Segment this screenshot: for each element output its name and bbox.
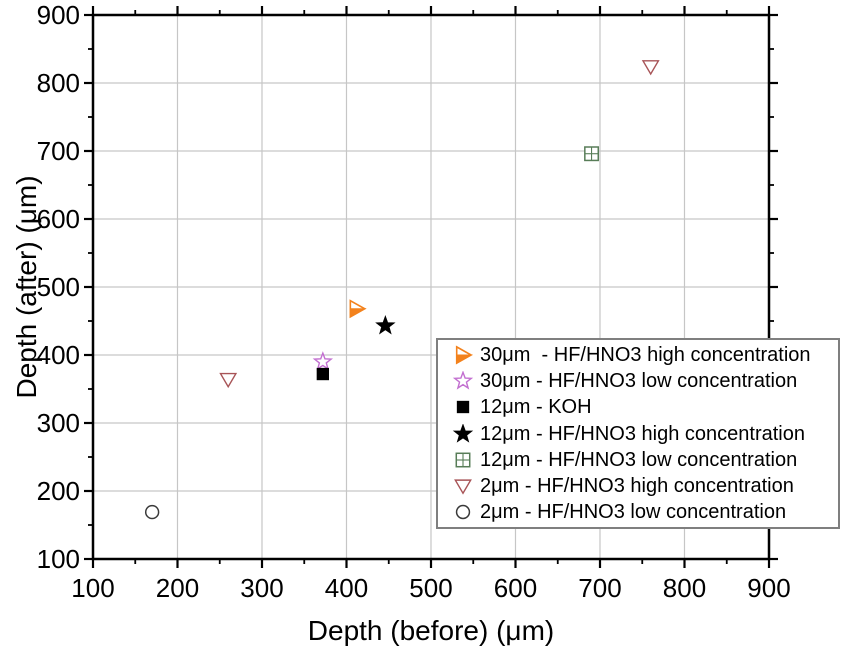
legend-item: 30μm - HF/HNO3 low concentration <box>446 368 834 394</box>
x-tick-label: 600 <box>494 573 537 603</box>
data-point <box>349 299 367 319</box>
legend-marker-svg <box>452 371 474 390</box>
y-tick-label: 400 <box>37 340 80 370</box>
legend-marker-svg <box>456 401 470 414</box>
legend-marker-svg <box>454 479 472 495</box>
legend-marker-svg <box>452 423 474 443</box>
legend-item: 2μm - HF/HNO3 high concentration <box>446 473 834 499</box>
star-open-marker-icon <box>446 371 480 391</box>
data-point <box>375 315 396 335</box>
legend-item-label: 30μm - HF/HNO3 low concentration <box>480 370 798 393</box>
triangle-down-open-marker <box>454 479 472 495</box>
legend-item: 30μm - HF/HNO3 high concentration <box>446 342 834 368</box>
legend-item-label: 12μm - HF/HNO3 high concentration <box>480 422 805 445</box>
x-tick-label: 300 <box>240 573 283 603</box>
triangle-down-open-marker-icon <box>446 476 480 496</box>
data-point <box>219 372 238 389</box>
star-filled-marker <box>452 423 474 443</box>
y-tick-label: 200 <box>37 476 80 506</box>
square-grid-marker-icon <box>446 450 480 470</box>
y-axis-title: Depth (after) (μm) <box>11 175 42 399</box>
star-open-marker <box>452 371 474 390</box>
data-point <box>144 504 160 520</box>
y-tick-label: 900 <box>37 0 80 30</box>
data-point <box>316 367 329 381</box>
y-tick-label: 700 <box>37 136 80 166</box>
x-tick-label: 500 <box>409 573 452 603</box>
data-point <box>312 351 334 371</box>
legend-item: 12μm - HF/HNO3 high concentration <box>446 421 834 447</box>
legend-item-label: 30μm - HF/HNO3 high concentration <box>480 344 811 367</box>
x-tick-label: 200 <box>156 573 199 603</box>
x-tick-label: 400 <box>325 573 368 603</box>
y-tick-label: 600 <box>37 204 80 234</box>
triangle-right-half-marker-icon <box>446 345 480 365</box>
circle-open-marker-icon <box>446 502 480 522</box>
x-tick-label: 800 <box>663 573 706 603</box>
legend-item-label: 2μm - HF/HNO3 low concentration <box>480 500 787 523</box>
square-filled-marker <box>456 401 470 414</box>
y-tick-label: 100 <box>37 544 80 574</box>
x-tick-label: 700 <box>578 573 621 603</box>
legend-item-label: 2μm - HF/HNO3 high concentration <box>480 474 794 497</box>
legend-item: 12μm - HF/HNO3 low concentration <box>446 447 834 473</box>
circle-open-marker <box>455 504 471 520</box>
x-axis-title: Depth (before) (μm) <box>307 615 555 646</box>
star-filled-marker-icon <box>446 423 480 444</box>
x-tick-label: 100 <box>71 573 114 603</box>
legend-marker-svg <box>455 504 471 520</box>
legend-item-label: 12μm - KOH <box>480 396 592 419</box>
legend-item-label: 12μm - HF/HNO3 low concentration <box>480 448 798 471</box>
data-point <box>641 60 660 76</box>
legend-marker-svg <box>455 452 471 468</box>
data-point <box>584 146 600 162</box>
legend-item: 2μm - HF/HNO3 low concentration <box>446 499 834 525</box>
y-tick-label: 500 <box>37 272 80 302</box>
square-filled-marker-icon <box>446 397 480 417</box>
y-tick-label: 800 <box>37 68 80 98</box>
square-grid-marker <box>455 452 471 468</box>
y-tick-label: 300 <box>37 408 80 438</box>
legend: 30μm - HF/HNO3 high concentration 30μm -… <box>436 338 840 529</box>
x-tick-label: 900 <box>747 573 790 603</box>
legend-item: 12μm - KOH <box>446 394 834 420</box>
triangle-right-half-marker <box>455 345 474 365</box>
legend-marker-svg <box>455 345 474 365</box>
